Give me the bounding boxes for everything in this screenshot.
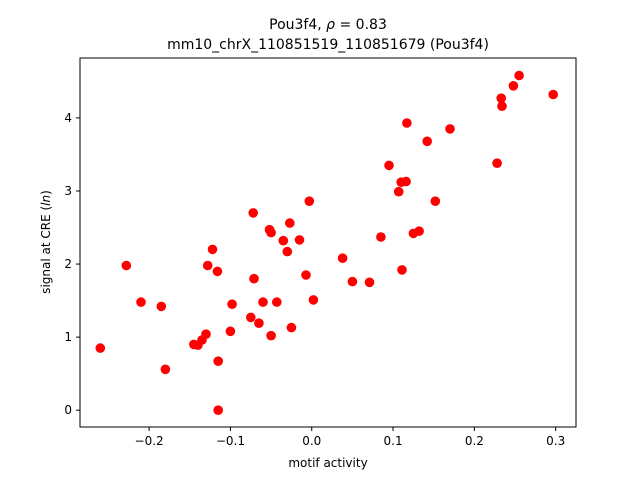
data-point-49	[496, 93, 507, 103]
x-tick-label: 0.3	[546, 434, 565, 448]
data-point-50	[497, 101, 507, 111]
data-point-32	[308, 295, 319, 305]
data-point-48	[492, 158, 502, 168]
data-point-18	[249, 273, 259, 284]
data-point-41	[401, 176, 411, 187]
data-point-46	[430, 196, 441, 206]
data-point-26	[282, 246, 293, 257]
data-point-14	[225, 326, 236, 337]
chart-title-line2: mm10_chrX_110851519_110851679 (Pou3f4)	[167, 37, 489, 53]
data-point-37	[384, 160, 394, 171]
y-axis-ticks: 0 1 2 3 4	[64, 111, 80, 417]
y-tick-label: 1	[64, 330, 72, 344]
y-tick-label: 3	[64, 184, 72, 198]
data-point-9	[202, 260, 213, 271]
x-tick-label: 0.1	[384, 434, 403, 448]
data-point-28	[286, 322, 297, 333]
data-point-3	[156, 301, 167, 312]
data-point-13	[213, 405, 223, 416]
data-point-10	[207, 244, 218, 255]
chart-title-line1: Pou3f4, ρ = 0.83	[269, 17, 387, 33]
data-point-29	[294, 235, 305, 245]
data-point-31	[304, 196, 315, 206]
data-point-17	[248, 208, 258, 218]
data-point-23	[266, 330, 276, 341]
x-axis-label: motif activity	[288, 456, 367, 470]
data-point-12	[213, 356, 223, 367]
data-point-4	[160, 364, 171, 375]
y-tick-label: 2	[64, 257, 72, 271]
data-point-45	[422, 136, 433, 147]
data-point-33	[337, 253, 348, 263]
data-point-0	[95, 343, 106, 353]
data-point-25	[278, 235, 289, 246]
y-tick-label: 4	[64, 111, 72, 125]
x-axis-ticks: −0.2 −0.1 0.0 0.1 0.2 0.3	[135, 427, 565, 448]
data-point-36	[376, 232, 386, 242]
x-tick-label: −0.1	[216, 434, 245, 448]
data-point-52	[514, 70, 524, 81]
data-point-38	[393, 186, 404, 197]
data-point-8	[201, 329, 211, 340]
x-tick-label: −0.2	[135, 434, 164, 448]
data-point-53	[548, 89, 558, 100]
data-point-15	[227, 299, 237, 310]
data-point-24	[272, 297, 282, 307]
data-point-44	[414, 226, 424, 236]
data-point-30	[301, 270, 311, 280]
data-point-20	[258, 297, 268, 307]
data-point-16	[246, 312, 256, 323]
data-point-27	[285, 218, 295, 228]
data-point-42	[402, 118, 412, 128]
data-point-1	[121, 260, 132, 271]
data-point-47	[445, 124, 455, 134]
y-axis-label: signal at CRE (ln)	[39, 190, 53, 294]
data-point-19	[254, 318, 264, 329]
data-point-35	[364, 277, 375, 288]
data-point-51	[508, 81, 519, 91]
x-tick-label: 0.0	[302, 434, 321, 448]
plot-area-frame	[79, 57, 577, 428]
y-tick-label: 0	[64, 403, 72, 417]
data-point-11	[212, 266, 223, 277]
data-point-2	[136, 297, 146, 307]
data-point-40	[397, 265, 407, 275]
data-points	[95, 70, 558, 416]
x-tick-label: 0.2	[465, 434, 484, 448]
data-point-22	[266, 227, 276, 238]
data-point-34	[347, 276, 358, 287]
